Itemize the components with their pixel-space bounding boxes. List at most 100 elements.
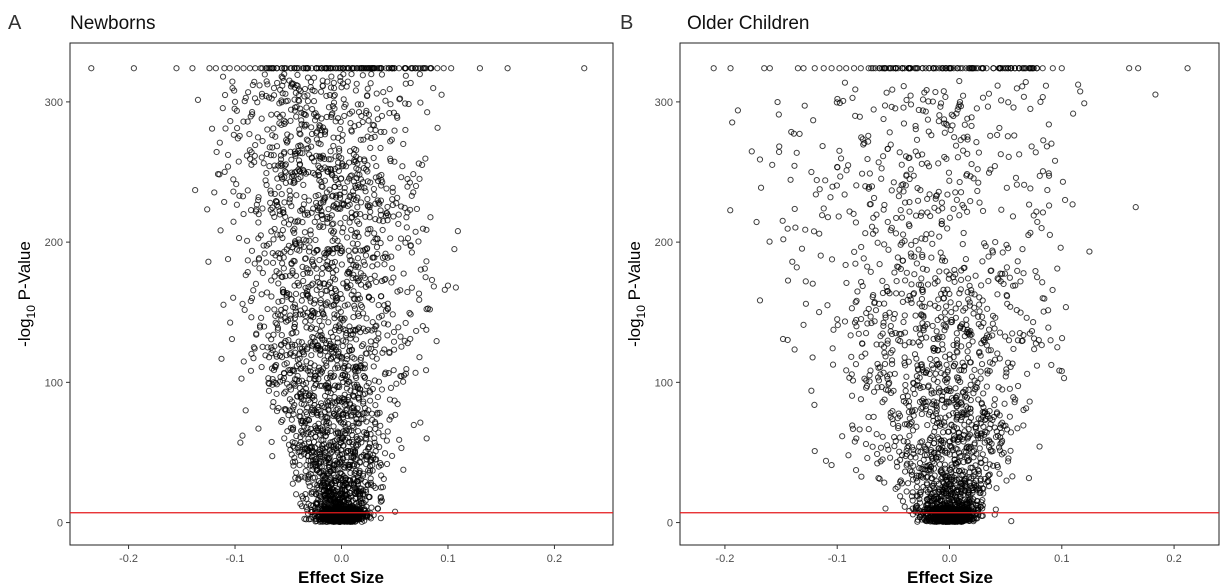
cloud-point bbox=[784, 225, 791, 232]
cloud-point bbox=[259, 343, 266, 351]
cloud-point bbox=[370, 185, 378, 193]
cloud-point bbox=[402, 80, 409, 87]
cloud-point bbox=[972, 272, 979, 279]
cloud-point bbox=[346, 401, 354, 408]
cloud-point bbox=[345, 363, 352, 370]
cloud-point bbox=[330, 302, 337, 309]
cloud-point bbox=[249, 81, 256, 89]
cloud-point bbox=[376, 217, 383, 224]
cloud-point bbox=[278, 341, 285, 348]
cloud-point bbox=[907, 166, 914, 173]
cloud-point bbox=[847, 332, 854, 339]
cloud-point bbox=[756, 156, 764, 163]
cloud-point bbox=[213, 148, 220, 156]
cloud-point bbox=[362, 488, 370, 496]
cloud-point bbox=[810, 117, 817, 124]
cloud-point bbox=[927, 212, 934, 220]
cloud-point bbox=[272, 312, 279, 319]
cloud-point bbox=[881, 300, 888, 307]
cloud-point bbox=[219, 73, 227, 80]
cloud-point bbox=[830, 326, 837, 333]
cloud-point bbox=[355, 108, 363, 116]
cloud-point bbox=[296, 345, 304, 352]
cloud-point bbox=[399, 163, 406, 170]
cloud-point bbox=[314, 425, 322, 432]
cloud-point bbox=[410, 421, 417, 429]
cloud-point bbox=[336, 398, 343, 405]
cloud-point bbox=[394, 194, 401, 201]
cloud-point bbox=[284, 131, 291, 138]
cloud-point bbox=[964, 275, 972, 282]
cloud-point bbox=[332, 412, 339, 419]
cloud-point bbox=[963, 316, 970, 323]
panel-title-older-children: Older Children bbox=[687, 13, 810, 34]
cloud-point bbox=[330, 93, 337, 100]
cloud-point bbox=[296, 462, 303, 469]
cloud-point bbox=[345, 247, 352, 254]
cloud-point bbox=[393, 380, 400, 387]
cloud-point bbox=[1010, 345, 1017, 353]
cloud-point bbox=[325, 319, 332, 326]
cloud-point bbox=[352, 455, 359, 463]
cloud-point bbox=[395, 244, 402, 251]
cloud-point bbox=[897, 207, 904, 214]
cloud-point bbox=[277, 152, 285, 159]
cloud-point bbox=[289, 407, 296, 414]
cloud-point bbox=[369, 385, 376, 393]
cloud-point bbox=[357, 488, 364, 495]
panel-newborns: A Newborns -0.2 -0.1 0.0 0.1 0.2 0100200300 … bbox=[8, 12, 614, 586]
cloud-point bbox=[357, 435, 364, 442]
cloud-point bbox=[1039, 279, 1046, 286]
cloud-point bbox=[332, 153, 339, 160]
cloud-point bbox=[387, 384, 395, 391]
y-tick-label: 100 bbox=[45, 377, 63, 389]
cloud-point bbox=[280, 209, 287, 217]
cloud-point bbox=[876, 261, 883, 268]
cloud-point bbox=[333, 287, 340, 294]
cloud-point bbox=[363, 315, 370, 322]
cloud-point bbox=[306, 375, 313, 382]
cloud-point bbox=[919, 96, 927, 103]
cloud-point bbox=[261, 250, 268, 257]
cloud-point bbox=[377, 207, 384, 214]
cloud-point bbox=[952, 142, 960, 149]
cloud-point bbox=[272, 319, 279, 326]
cloud-point bbox=[337, 118, 344, 125]
cloud-point bbox=[852, 361, 860, 368]
cloud-point bbox=[268, 438, 275, 446]
cloud-point bbox=[893, 214, 900, 222]
cloud-point bbox=[836, 147, 843, 154]
cloud-point bbox=[281, 361, 288, 368]
cloud-point bbox=[338, 247, 345, 254]
cloud-point bbox=[901, 354, 908, 361]
cloud-point bbox=[281, 149, 288, 156]
y-axis-title-subscript: 10 bbox=[24, 305, 38, 319]
cloud-point bbox=[348, 172, 355, 179]
cloud-point bbox=[297, 105, 304, 112]
cloud-point bbox=[891, 269, 898, 276]
cloud-point bbox=[318, 322, 325, 329]
cloud-point bbox=[1007, 303, 1014, 310]
cloud-point bbox=[898, 161, 905, 168]
cloud-point bbox=[954, 154, 961, 161]
cloud-point bbox=[1032, 149, 1039, 156]
cloud-point bbox=[255, 219, 262, 226]
cloud-point bbox=[280, 265, 287, 272]
cloud-point bbox=[357, 302, 364, 309]
cloud-point bbox=[239, 193, 247, 200]
cloud-point bbox=[330, 99, 338, 106]
cloud-point bbox=[370, 254, 377, 261]
cloud-point bbox=[829, 345, 836, 352]
cloud-point bbox=[282, 90, 289, 97]
cloud-point bbox=[974, 187, 981, 195]
cloud-point bbox=[1013, 85, 1020, 92]
cloud-point bbox=[293, 113, 300, 120]
cloud-point bbox=[320, 223, 327, 230]
cloud-point bbox=[315, 162, 322, 169]
cloud-point bbox=[952, 189, 959, 196]
cloud-point bbox=[342, 427, 349, 434]
cloud-point bbox=[975, 149, 983, 156]
cloud-point bbox=[933, 328, 940, 335]
cloud-point bbox=[973, 105, 980, 112]
cloud-point bbox=[312, 382, 319, 389]
